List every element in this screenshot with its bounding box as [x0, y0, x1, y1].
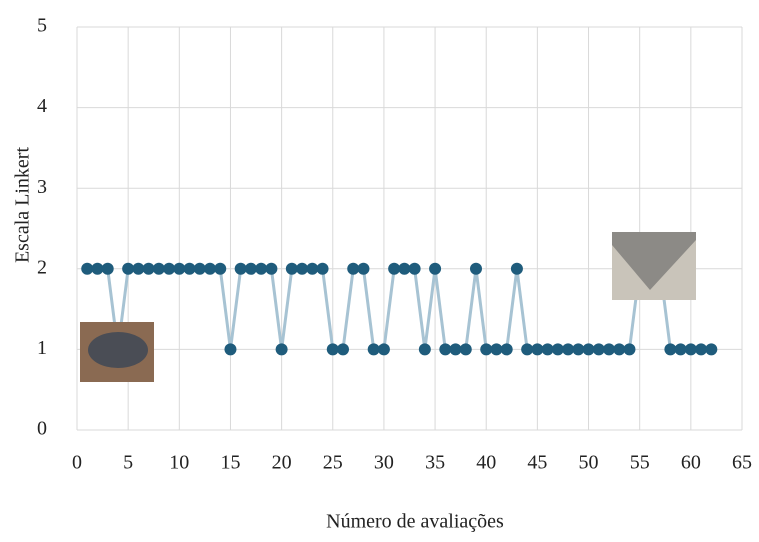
data-point: [398, 263, 410, 275]
data-point: [664, 343, 676, 355]
data-point: [235, 263, 247, 275]
data-point: [705, 343, 717, 355]
x-tick-label: 60: [681, 452, 701, 474]
data-point: [542, 343, 554, 355]
data-point: [368, 343, 380, 355]
y-tick-label: 1: [37, 337, 47, 359]
data-point: [480, 343, 492, 355]
data-point: [224, 343, 236, 355]
data-point: [583, 343, 595, 355]
data-point: [675, 343, 687, 355]
data-point: [501, 343, 513, 355]
data-point: [593, 343, 605, 355]
data-point: [511, 263, 523, 275]
data-point: [132, 263, 144, 275]
x-tick-label: 55: [630, 452, 650, 474]
data-point: [102, 263, 114, 275]
data-point: [613, 343, 625, 355]
x-tick-label: 40: [476, 452, 496, 474]
data-point: [81, 263, 93, 275]
y-tick-label: 0: [37, 418, 47, 440]
data-point: [695, 343, 707, 355]
x-tick-label: 35: [425, 452, 445, 474]
data-point: [450, 343, 462, 355]
data-point: [562, 343, 574, 355]
photo-detail: [88, 332, 148, 368]
y-axis-label: Escala Linkert: [12, 147, 34, 263]
data-point: [603, 343, 615, 355]
x-tick-label: 10: [169, 452, 189, 474]
data-point: [245, 263, 257, 275]
data-point: [470, 263, 482, 275]
data-point: [184, 263, 196, 275]
y-tick-label: 2: [37, 256, 47, 278]
y-tick-label: 4: [37, 95, 47, 117]
data-point: [276, 343, 288, 355]
data-point: [357, 263, 369, 275]
data-point: [429, 263, 441, 275]
data-point: [296, 263, 308, 275]
data-point: [531, 343, 543, 355]
x-tick-label: 25: [323, 452, 343, 474]
data-point: [327, 343, 339, 355]
x-axis-label: Número de avaliações: [326, 511, 504, 533]
data-point: [378, 343, 390, 355]
data-point: [552, 343, 564, 355]
data-point: [460, 343, 472, 355]
data-point: [521, 343, 533, 355]
data-point: [122, 263, 134, 275]
x-tick-label: 15: [220, 452, 240, 474]
x-tick-label: 5: [123, 452, 133, 474]
data-point: [337, 343, 349, 355]
data-point: [194, 263, 206, 275]
data-point: [347, 263, 359, 275]
data-point: [255, 263, 267, 275]
data-point: [317, 263, 329, 275]
data-point: [163, 263, 175, 275]
data-point: [306, 263, 318, 275]
data-point: [91, 263, 103, 275]
data-point: [409, 263, 421, 275]
data-point: [572, 343, 584, 355]
data-point: [173, 263, 185, 275]
x-tick-label: 45: [527, 452, 547, 474]
data-point: [419, 343, 431, 355]
chart: Número de avaliações Escala Linkert 0 1 2 3…: [0, 0, 759, 537]
x-tick-label: 30: [374, 452, 394, 474]
x-tick-label: 50: [579, 452, 599, 474]
data-point: [286, 263, 298, 275]
x-tick-label: 65: [732, 452, 752, 474]
data-point: [623, 343, 635, 355]
data-point: [153, 263, 165, 275]
x-tick-label: 20: [272, 452, 292, 474]
data-point: [265, 263, 277, 275]
data-point: [143, 263, 155, 275]
data-point: [388, 263, 400, 275]
data-point: [490, 343, 502, 355]
data-point: [439, 343, 451, 355]
y-tick-label: 3: [37, 176, 47, 198]
data-point: [685, 343, 697, 355]
data-point: [204, 263, 216, 275]
x-tick-label: 0: [72, 452, 82, 474]
data-point: [214, 263, 226, 275]
y-tick-label: 5: [37, 15, 47, 37]
